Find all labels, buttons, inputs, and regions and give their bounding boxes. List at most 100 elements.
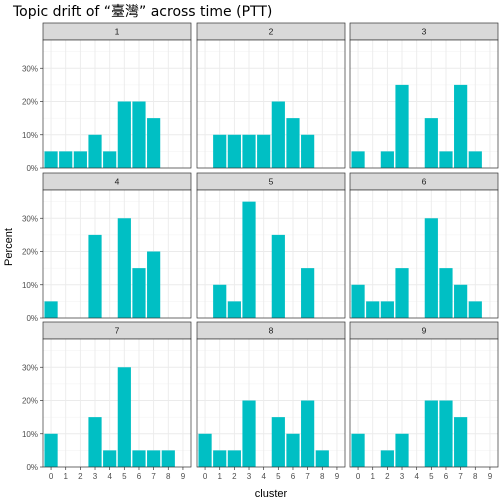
panel-background — [43, 40, 191, 168]
x-tick-label: 5 — [429, 472, 434, 481]
panel-border — [42, 338, 192, 468]
bar-cluster-2 — [227, 450, 241, 467]
facet-strip-label: 8 — [269, 326, 274, 336]
x-tick-label: 4 — [261, 472, 266, 481]
bar-cluster-3 — [88, 134, 102, 168]
bar-cluster-6 — [132, 268, 146, 318]
y-tick-label: 30% — [22, 363, 38, 372]
bar-cluster-5 — [271, 101, 285, 168]
bar-cluster-3 — [88, 417, 102, 467]
bar-cluster-5 — [424, 118, 438, 168]
y-tick-label: 20% — [22, 98, 38, 107]
y-tick-label: 0% — [26, 463, 38, 472]
bar-cluster-6 — [439, 151, 453, 168]
bar-cluster-2 — [380, 450, 394, 467]
bar-cluster-0 — [351, 284, 365, 318]
bar-cluster-3 — [395, 268, 409, 318]
x-tick-label: 8 — [166, 472, 171, 481]
bar-cluster-7 — [301, 268, 315, 318]
x-tick-label: 2 — [78, 472, 83, 481]
facet-strip-label: 4 — [115, 177, 120, 187]
bar-cluster-0 — [351, 151, 365, 168]
y-tick-label: 20% — [22, 397, 38, 406]
bar-cluster-2 — [227, 134, 241, 168]
y-tick-label: 30% — [22, 214, 38, 223]
bar-cluster-7 — [454, 284, 468, 318]
facet-grid: 10%10%20%30%2 340%10%20%30%5 670%10%20%30%… — [22, 22, 499, 481]
y-tick-label: 20% — [22, 248, 38, 257]
x-tick-label: 1 — [63, 472, 68, 481]
x-tick-label: 2 — [385, 472, 390, 481]
y-tick-label: 10% — [22, 131, 38, 140]
bar-cluster-1 — [59, 151, 73, 168]
x-tick-label: 0 — [49, 472, 54, 481]
panel-border — [349, 39, 499, 169]
bar-cluster-6 — [439, 400, 453, 467]
facet-panel-2: 2 — [196, 22, 346, 169]
bar-cluster-6 — [286, 118, 300, 168]
panel-border — [196, 338, 346, 468]
bar-cluster-5 — [117, 101, 131, 168]
bar-cluster-7 — [454, 84, 468, 168]
x-tick-label: 3 — [400, 472, 405, 481]
facet-panel-7: 70%10%20%30%0 1 2 3 4 5 6 7 8 9 — [22, 321, 192, 481]
y-axis-title: Percent — [3, 228, 15, 266]
bar-cluster-7 — [147, 450, 161, 467]
bar-cluster-7 — [454, 417, 468, 467]
bar-cluster-8 — [468, 151, 482, 168]
x-tick-label: 9 — [488, 472, 493, 481]
facet-panel-4: 4 0% 10% 20% 30% — [22, 172, 192, 323]
bar-cluster-7 — [301, 134, 315, 168]
facet-panel-1: 10%10%20%30% — [22, 22, 192, 173]
panel-background — [350, 40, 498, 168]
x-tick-label: 6 — [444, 472, 449, 481]
panel-background — [350, 190, 498, 318]
facet-panel-3: 3 — [349, 22, 499, 169]
facet-strip-label: 6 — [422, 177, 427, 187]
bar-cluster-2 — [380, 151, 394, 168]
bar-cluster-4 — [103, 151, 117, 168]
facet-strip-label: 2 — [269, 27, 274, 37]
facet-panel-9: 9 0 1 2 3 4 5 6 7 8 9 — [349, 321, 499, 481]
bar-cluster-5 — [271, 417, 285, 467]
bar-cluster-5 — [117, 367, 131, 467]
facet-strip-label: 3 — [422, 27, 427, 37]
bar-cluster-7 — [147, 251, 161, 318]
bar-cluster-6 — [439, 268, 453, 318]
x-tick-label: 7 — [305, 472, 310, 481]
x-tick-label: 9 — [335, 472, 340, 481]
x-tick-label: 9 — [181, 472, 186, 481]
x-tick-label: 4 — [414, 472, 419, 481]
bar-cluster-1 — [366, 301, 380, 318]
bar-cluster-4 — [103, 450, 117, 467]
x-tick-label: 7 — [151, 472, 156, 481]
bar-cluster-6 — [132, 450, 146, 467]
bar-cluster-8 — [161, 450, 175, 467]
bar-cluster-7 — [147, 118, 161, 168]
x-tick-label: 3 — [93, 472, 98, 481]
bar-cluster-0 — [44, 301, 58, 318]
bar-cluster-0 — [44, 151, 58, 168]
bar-cluster-7 — [301, 400, 315, 467]
bar-cluster-3 — [242, 400, 256, 467]
panel-border — [349, 338, 499, 468]
facet-strip-label: 9 — [422, 326, 427, 336]
bar-cluster-5 — [424, 400, 438, 467]
panel-border — [196, 39, 346, 169]
bar-cluster-6 — [286, 433, 300, 467]
facet-panel-6: 6 — [349, 172, 499, 319]
x-tick-label: 2 — [232, 472, 237, 481]
y-tick-label: 10% — [22, 281, 38, 290]
bar-cluster-1 — [213, 450, 227, 467]
x-tick-label: 5 — [276, 472, 281, 481]
y-tick-label: 0% — [26, 314, 38, 323]
chart-title: Topic drift of “臺灣” across time (PTT) — [12, 4, 272, 20]
x-tick-label: 0 — [203, 472, 208, 481]
facet-strip-label: 1 — [115, 27, 120, 37]
facet-strip-label: 7 — [115, 326, 120, 336]
x-tick-label: 8 — [320, 472, 325, 481]
bar-cluster-2 — [227, 301, 241, 318]
x-tick-label: 7 — [458, 472, 463, 481]
panel-background — [43, 339, 191, 467]
